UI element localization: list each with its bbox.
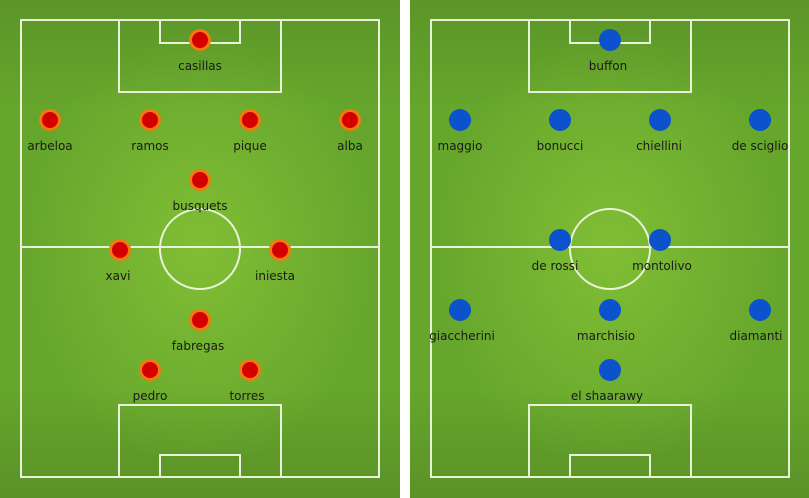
player-marker (139, 359, 161, 381)
player-name: buffon (588, 59, 628, 73)
player-name: montolivo (632, 259, 692, 273)
player-marker (189, 29, 211, 51)
player-marker (749, 299, 771, 321)
player-marker (139, 109, 161, 131)
player-marker (189, 169, 211, 191)
goal-box-bottom (159, 454, 241, 478)
player-name: maggio (437, 139, 483, 153)
touchline (430, 19, 790, 478)
player-marker (189, 309, 211, 331)
player-marker (239, 109, 261, 131)
pitch-grass (410, 0, 809, 498)
penalty-box-bottom (528, 404, 692, 478)
player-name: marchisio (576, 329, 636, 343)
player-marker (549, 229, 571, 251)
player-name: iniesta (255, 269, 295, 283)
player-marker (599, 29, 621, 51)
player-marker (649, 229, 671, 251)
player-name: busquets (172, 199, 228, 213)
player-name: diamanti (729, 329, 783, 343)
pitch-grass (0, 0, 400, 498)
pitch-left: casillas arbeloa ramos pique alba busque… (0, 0, 400, 498)
player-marker (339, 109, 361, 131)
player-marker (269, 239, 291, 261)
penalty-box-bottom (118, 404, 282, 478)
player-marker (749, 109, 771, 131)
player-name: de sciglio (731, 139, 789, 153)
pitch-markings (20, 19, 380, 478)
touchline (20, 19, 380, 478)
player-marker (599, 359, 621, 381)
player-name: fabregas (171, 339, 225, 353)
player-name: pedro (132, 389, 168, 403)
player-name: bonucci (536, 139, 584, 153)
player-name: el shaarawy (570, 389, 644, 403)
player-marker (109, 239, 131, 261)
player-name: chiellini (636, 139, 682, 153)
goal-box-bottom (569, 454, 651, 478)
pitch-right: buffon maggio bonucci chiellini de scigl… (410, 0, 809, 498)
player-marker (239, 359, 261, 381)
player-name: de rossi (531, 259, 579, 273)
player-name: arbeloa (27, 139, 73, 153)
player-name: alba (337, 139, 363, 153)
player-marker (449, 109, 471, 131)
player-name: torres (229, 389, 265, 403)
player-marker (599, 299, 621, 321)
center-circle (569, 208, 651, 290)
player-name: casillas (178, 59, 222, 73)
player-name: ramos (131, 139, 169, 153)
player-marker (39, 109, 61, 131)
player-name: giaccherini (429, 329, 495, 343)
player-name: xavi (105, 269, 131, 283)
player-marker (449, 299, 471, 321)
player-marker (649, 109, 671, 131)
pitch-markings (430, 19, 790, 478)
player-name: pique (233, 139, 267, 153)
center-circle (159, 208, 241, 290)
player-marker (549, 109, 571, 131)
